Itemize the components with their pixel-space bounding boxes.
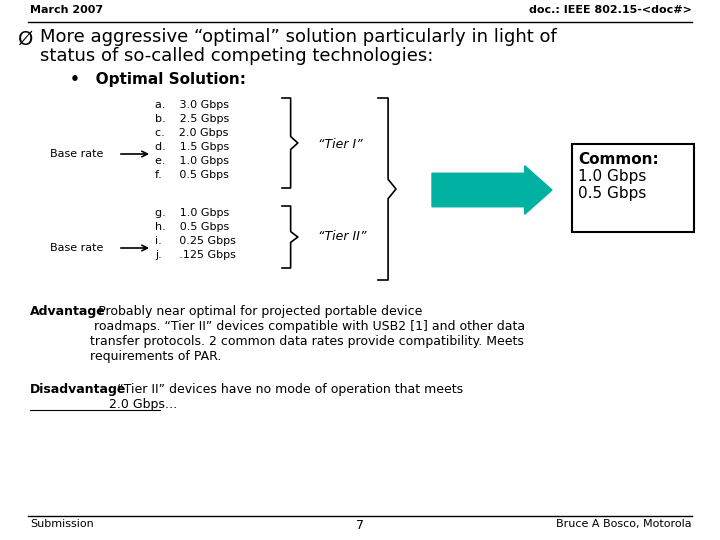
Text: Disadvantage: Disadvantage — [30, 383, 127, 396]
Text: March 2007: March 2007 — [30, 5, 103, 15]
Text: “Tier II”: “Tier II” — [318, 230, 366, 243]
Text: h.    0.5 Gbps: h. 0.5 Gbps — [155, 222, 229, 232]
Text: Bruce A Bosco, Motorola: Bruce A Bosco, Motorola — [557, 519, 692, 529]
Text: i.     0.25 Gbps: i. 0.25 Gbps — [155, 236, 236, 246]
Text: Base rate: Base rate — [50, 149, 104, 159]
Text: Common:: Common: — [578, 152, 659, 167]
Text: Advantage: Advantage — [30, 305, 106, 318]
Text: d.    1.5 Gbps: d. 1.5 Gbps — [155, 142, 229, 152]
Text: 0.5 Gbps: 0.5 Gbps — [578, 186, 647, 201]
Text: : Probably near optimal for projected portable device
 roadmaps. “Tier II” devic: : Probably near optimal for projected po… — [89, 305, 525, 363]
Text: j.     .125 Gbps: j. .125 Gbps — [155, 250, 236, 260]
Text: Submission: Submission — [30, 519, 94, 529]
FancyArrow shape — [432, 166, 552, 214]
Text: a.    3.0 Gbps: a. 3.0 Gbps — [155, 100, 229, 110]
Text: doc.: IEEE 802.15-<doc#>: doc.: IEEE 802.15-<doc#> — [529, 5, 692, 15]
Text: More aggressive “optimal” solution particularly in light of: More aggressive “optimal” solution parti… — [40, 28, 557, 46]
Text: g.    1.0 Gbps: g. 1.0 Gbps — [155, 208, 229, 218]
Text: •   Optimal Solution:: • Optimal Solution: — [70, 72, 246, 87]
Text: 1.0 Gbps: 1.0 Gbps — [578, 169, 647, 184]
Text: Base rate: Base rate — [50, 243, 104, 253]
Text: “Tier I”: “Tier I” — [318, 138, 363, 151]
Text: status of so-called competing technologies:: status of so-called competing technologi… — [40, 47, 433, 65]
Text: b.    2.5 Gbps: b. 2.5 Gbps — [155, 114, 229, 124]
Text: c.    2.0 Gbps: c. 2.0 Gbps — [155, 128, 228, 138]
Text: e.    1.0 Gbps: e. 1.0 Gbps — [155, 156, 229, 166]
Text: 7: 7 — [356, 519, 364, 532]
Text: f.     0.5 Gbps: f. 0.5 Gbps — [155, 170, 229, 180]
Text: Ø: Ø — [18, 30, 33, 49]
Bar — [572, 144, 694, 232]
Text: : “Tier II” devices have no mode of operation that meets
2.0 Gbps…: : “Tier II” devices have no mode of oper… — [109, 383, 464, 411]
